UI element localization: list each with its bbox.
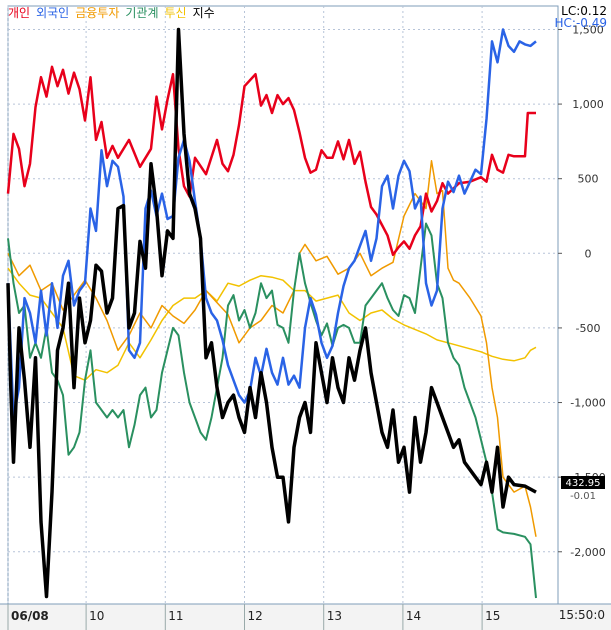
x-tick-label-3: 12 [248,609,263,623]
x-tick-label-2: 11 [168,609,183,623]
legend-item-3: 기관계 [125,6,159,20]
y-tick-label-3: -500 [576,322,601,335]
price-tag-label: 432.95 [566,478,601,489]
price-tag-small-label: -0.01 [570,491,596,502]
y-tick-label-6: 1,000 [572,98,604,111]
legend-item-5: 지수 [192,6,215,20]
x-tick-label-1: 10 [89,609,104,623]
price-tag-box [561,476,605,489]
x-axis-band [0,604,611,630]
lc-label: LC:0.12 [561,4,607,18]
legend-item-2: 금융투자 [75,6,120,20]
time-label: 15:50:0 [558,608,605,622]
legend: 개인 외국인 금융투자 기관계 투신 지수 [8,4,221,21]
x-axis: 06/08 10 11 12 13 14 15 [0,603,611,630]
series-line-3 [7,222,537,599]
series-line-1 [6,28,537,419]
series-line-2 [7,160,537,537]
series-group [6,27,537,599]
series-line-4 [7,267,537,381]
x-tick-label-4: 13 [327,609,342,623]
legend-item-1: 외국인 [36,6,70,20]
series-line-0 [6,65,536,257]
y-tick-label-4: 0 [585,247,592,260]
price-tag: 432.95 -0.01 [561,476,605,502]
hc-label: HC:-0.49 [554,16,608,30]
x-tick-label-6: 15 [485,609,500,623]
series-line-5 [6,27,537,599]
y-tick-label-2: -1,000 [570,397,605,410]
legend-item-4: 투신 [164,6,187,20]
y-tick-label-5: 500 [578,173,599,186]
x-tick-label-0: 06/08 [11,609,49,623]
y-tick-label-0: -2,000 [570,546,605,559]
y-tick-label-7: 1,500 [572,23,604,36]
legend-item-0: 개인 [8,6,31,20]
x-tick-label-5: 14 [406,609,421,623]
